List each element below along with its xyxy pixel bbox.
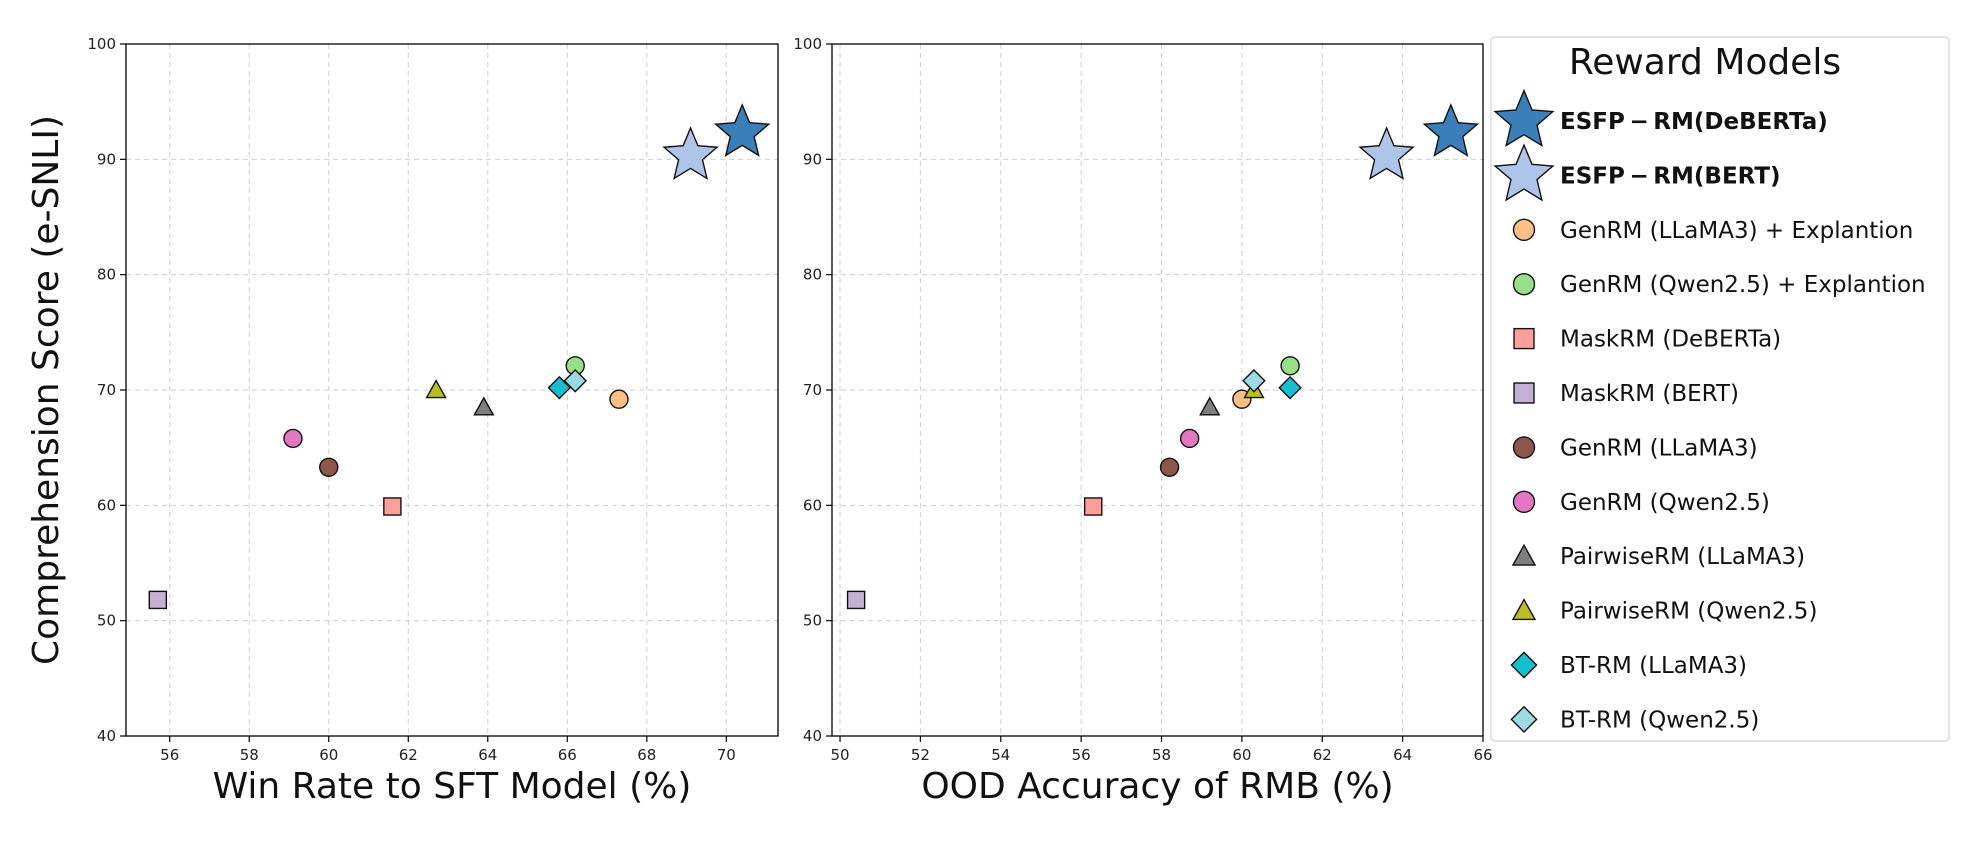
data-point-square (383, 497, 402, 516)
legend-marker-diamond (1510, 705, 1538, 733)
legend-marker-circle (1512, 490, 1536, 513)
x-tick-label: 64 (478, 746, 497, 764)
data-point-star-large (1358, 126, 1415, 180)
y-tick-label: 90 (803, 150, 822, 168)
data-point-star-large (1422, 103, 1480, 157)
data-point-triangle (1199, 396, 1221, 416)
legend-marker-triangle (1511, 543, 1537, 566)
x-tick-label: 58 (240, 746, 259, 764)
x-tick-label: 54 (991, 746, 1010, 764)
legend-marker-square (1513, 327, 1535, 350)
y-axis-label: Comprehension Score (e-SNLI) (26, 115, 67, 665)
x-tick-label: 52 (911, 746, 930, 764)
data-point-star-large (662, 126, 719, 180)
legend-item-label: GenRM (LLaMA3) (1560, 435, 1758, 461)
legend-item-label: GenRM (Qwen2.5) + Explantion (1560, 272, 1926, 298)
y-tick-label: 40 (97, 727, 116, 745)
legend-item-label: ESFP − RM(DeBERTa) (1560, 109, 1828, 135)
y-tick-label: 70 (97, 381, 116, 399)
y-tick-label: 50 (803, 612, 822, 630)
data-point-circle (283, 428, 303, 449)
legend-item-label: MaskRM (BERT) (1560, 381, 1739, 407)
x-tick-label: 66 (1473, 746, 1492, 764)
x-tick-label: 68 (637, 746, 656, 764)
data-point-triangle (425, 379, 447, 399)
x-tick-label: 56 (160, 746, 179, 764)
y-tick-label: 80 (803, 266, 822, 284)
data-point-circle (1179, 428, 1200, 449)
y-tick-label: 70 (803, 381, 822, 399)
x-tick-label: 60 (1232, 746, 1251, 764)
legend-marker-star-large (1493, 88, 1555, 148)
legend-item-label: PairwiseRM (Qwen2.5) (1560, 599, 1817, 625)
legend-item-label: BT-RM (Qwen2.5) (1560, 707, 1759, 733)
legend-box (1490, 36, 1950, 742)
data-point-star-large (713, 103, 771, 157)
y-tick-label: 60 (97, 496, 116, 514)
y-tick-label: 60 (803, 496, 822, 514)
x-axis-label: Win Rate to SFT Model (%) (213, 766, 692, 807)
data-point-diamond (1242, 368, 1266, 393)
y-tick-label: 80 (97, 266, 116, 284)
plot-frame (831, 43, 1484, 737)
y-tick-label: 100 (87, 35, 116, 53)
x-tick-label: 64 (1393, 746, 1412, 764)
data-point-diamond (1278, 375, 1302, 400)
legend-item-label: GenRM (LLaMA3) + Explantion (1560, 218, 1913, 244)
legend-item-label: ESFP − RM(BERT) (1560, 163, 1781, 189)
legend-title: Reward Models (1569, 42, 1841, 83)
data-point-circle (609, 389, 629, 409)
legend-item-label: PairwiseRM (LLaMA3) (1560, 544, 1805, 570)
data-point-circle (1159, 457, 1180, 477)
legend: Reward Models ESFP − RM(DeBERTa) ESFP − RM… (1490, 36, 1950, 742)
x-tick-label: 60 (319, 746, 338, 764)
data-point-square (846, 590, 866, 610)
data-point-circle (319, 457, 339, 477)
x-tick-label: 56 (1072, 746, 1091, 764)
x-tick-label: 66 (558, 746, 577, 764)
x-tick-label: 70 (717, 746, 736, 764)
y-tick-label: 40 (803, 727, 822, 745)
data-point-triangle (473, 396, 495, 416)
legend-marker-circle (1512, 273, 1536, 296)
legend-item-label: GenRM (Qwen2.5) (1560, 490, 1770, 516)
y-tick-label: 90 (97, 150, 116, 168)
legend-marker-square (1513, 382, 1535, 404)
x-tick-label: 58 (1152, 746, 1171, 764)
data-point-square (148, 590, 168, 610)
x-tick-label: 62 (1313, 746, 1332, 764)
plot-frame (125, 43, 779, 737)
legend-marker-circle (1512, 436, 1536, 459)
legend-item-label: MaskRM (DeBERTa) (1560, 327, 1781, 353)
plot-panel-1: 56 58 60 62 64 66 68 70 40 50 60 70 80 90 100 Win Rate … (26, 35, 779, 807)
legend-marker-star-large (1493, 143, 1555, 202)
data-point-square (1083, 497, 1103, 516)
legend-marker-triangle (1511, 598, 1537, 621)
plot-panel-2: 50 52 54 56 58 60 62 64 66 40 50 60 70 80 90 100 OOD Acc… (793, 35, 1492, 807)
legend-item-label: BT-RM (LLaMA3) (1560, 653, 1747, 679)
x-tick-label: 62 (399, 746, 418, 764)
legend-marker-diamond (1510, 651, 1538, 679)
y-tick-label: 50 (97, 612, 116, 630)
data-point-circle (1280, 356, 1300, 376)
x-tick-label: 50 (830, 746, 849, 764)
x-axis-label: OOD Accuracy of RMB (%) (921, 766, 1393, 807)
data-point-diamond (547, 375, 572, 400)
legend-marker-circle (1512, 218, 1536, 242)
y-tick-label: 100 (793, 35, 822, 53)
data-point-diamond (563, 368, 588, 393)
